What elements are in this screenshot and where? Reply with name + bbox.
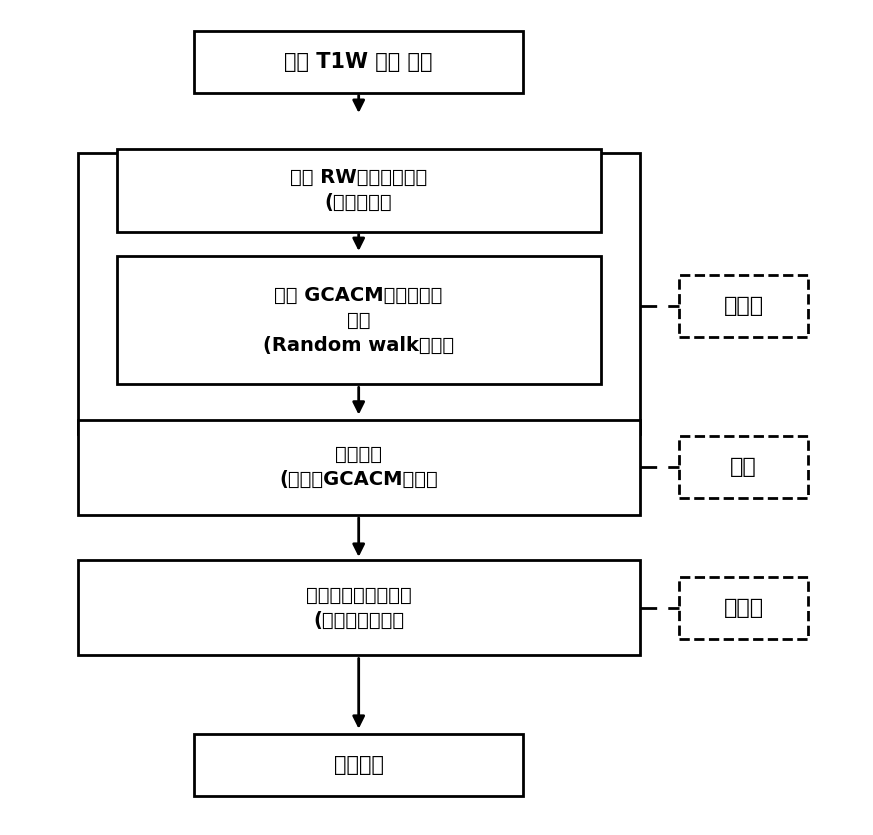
Bar xyxy=(117,256,601,384)
Text: 演化曲面平滑后处理
(三维中值滤波）: 演化曲面平滑后处理 (三维中值滤波） xyxy=(306,585,411,630)
Bar xyxy=(78,153,640,434)
Text: 分割: 分割 xyxy=(730,457,757,477)
Text: 初始化: 初始化 xyxy=(724,296,764,316)
Text: 输入 T1W 三维 数据: 输入 T1W 三维 数据 xyxy=(285,52,433,72)
Bar xyxy=(195,31,523,93)
Bar xyxy=(117,149,601,231)
Bar xyxy=(678,436,808,498)
Bar xyxy=(678,275,808,337)
Bar xyxy=(78,560,640,655)
Bar xyxy=(78,419,640,514)
Bar xyxy=(678,577,808,639)
Bar xyxy=(195,734,523,796)
Text: 输出结果: 输出结果 xyxy=(333,755,383,775)
Text: 后处理: 后处理 xyxy=(724,598,764,618)
Text: 迭代分割
(改进的GCACM算法）: 迭代分割 (改进的GCACM算法） xyxy=(279,445,438,489)
Text: 选取 RW算法的种子点
(用户交互）: 选取 RW算法的种子点 (用户交互） xyxy=(290,168,427,212)
Text: 获取 GCACM的初始边界
曲面
(Random walk算法）: 获取 GCACM的初始边界 曲面 (Random walk算法） xyxy=(263,286,454,354)
